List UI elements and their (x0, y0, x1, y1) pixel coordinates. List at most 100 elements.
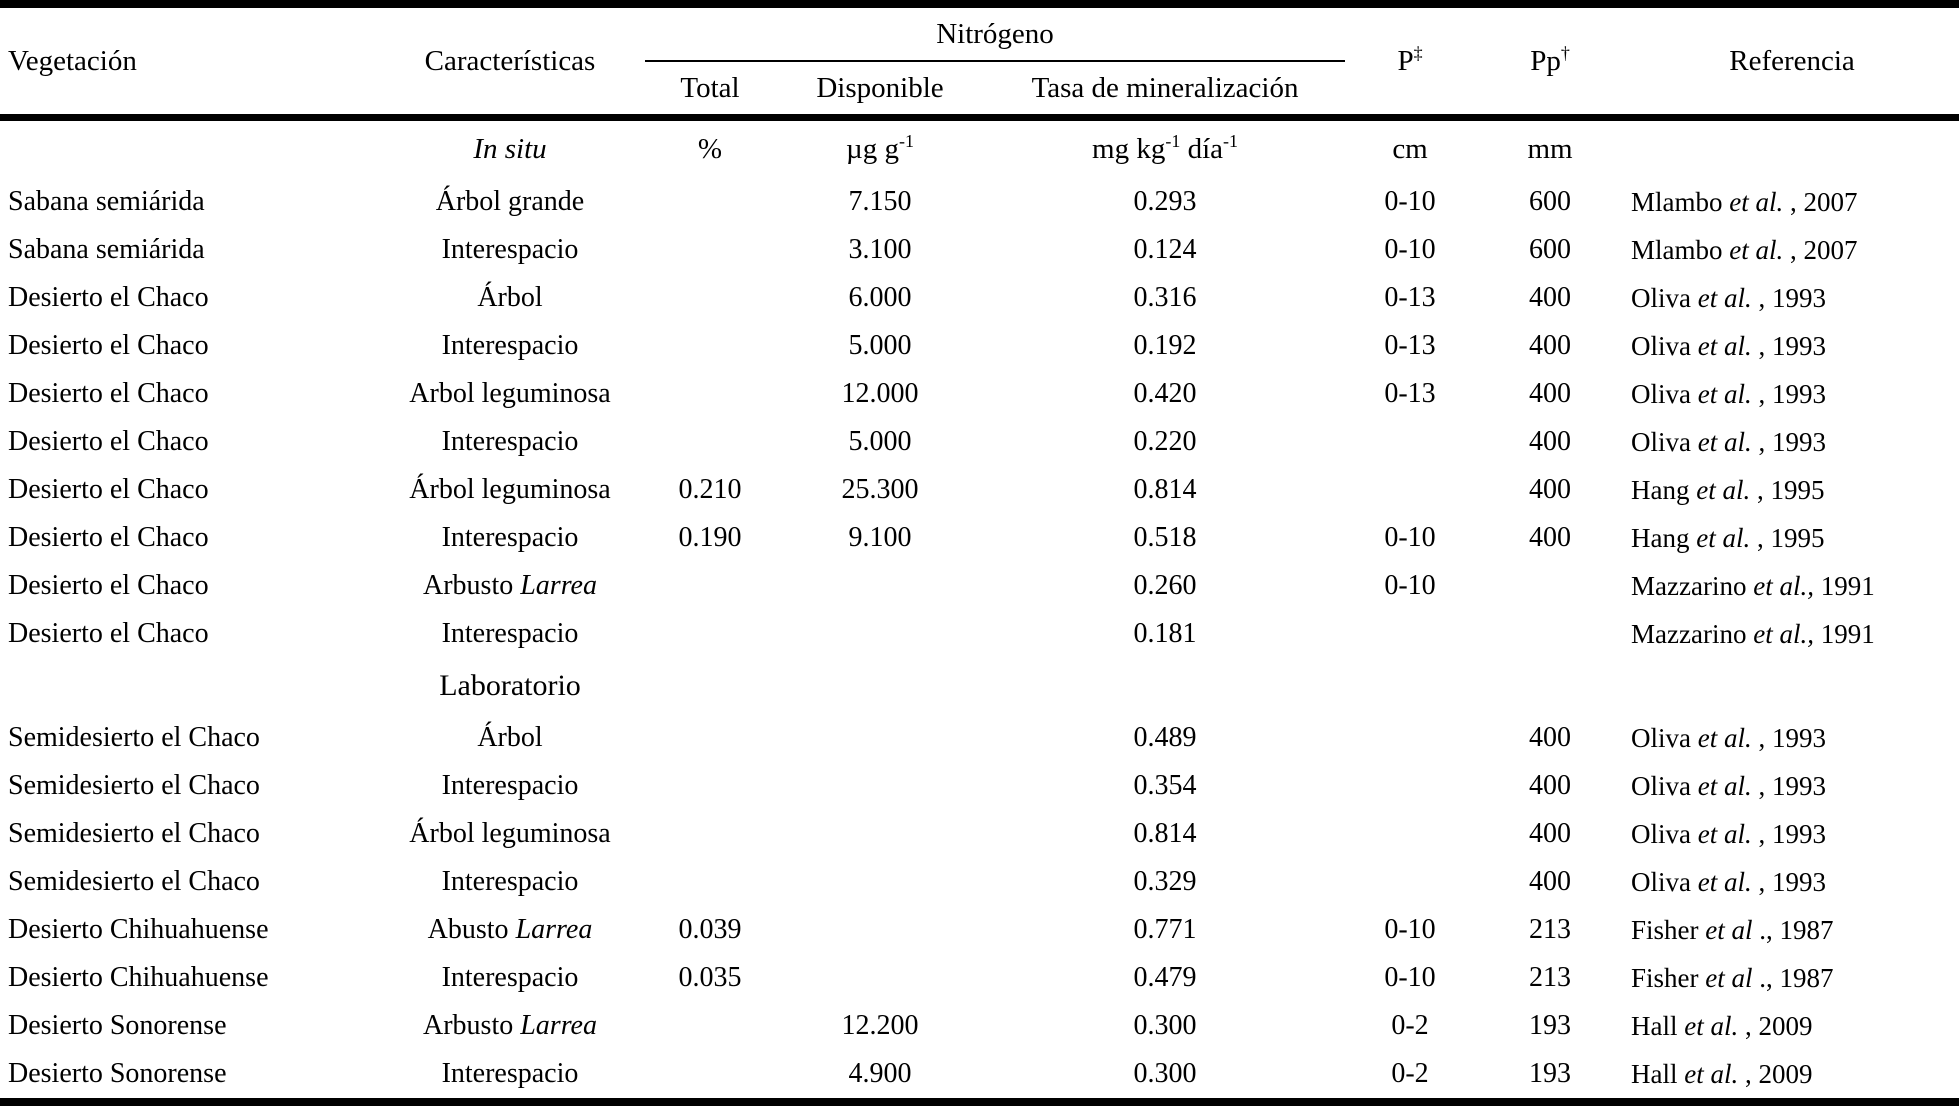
cell-tasa-mineralizacion: 0.420 (1133, 378, 1197, 409)
cell-vegetacion: Semidesierto el Chaco (8, 818, 260, 849)
cell-nitrogeno-disponible: 9.100 (848, 522, 912, 553)
cell-referencia: Hall et al. , 2009 (1631, 1010, 1813, 1041)
species-name: Larrea (520, 570, 597, 601)
cell-precipitacion: 400 (1529, 282, 1572, 313)
cell-profundidad (1345, 810, 1475, 858)
cell-profundidad (1345, 762, 1475, 810)
cell-precipitacion: 600 (1529, 186, 1572, 217)
cell-tasa-mineralizacion: 0.479 (1133, 962, 1197, 993)
cell-nitrogeno-total (645, 274, 775, 322)
cell-nitrogeno-disponible: 5.000 (848, 330, 912, 361)
cell-nitrogeno-total (645, 1002, 775, 1050)
table-row: Desierto el Chaco Árbol 6.000 0.316 0-13 400 O… (0, 274, 1959, 322)
unit-total: % (697, 133, 723, 165)
header-pp-label: Pp (1530, 44, 1561, 77)
cell-nitrogeno-disponible: 12.000 (841, 378, 919, 409)
cell-precipitacion (1475, 562, 1625, 610)
cell-nitrogeno-total (645, 810, 775, 858)
cell-precipitacion: 400 (1529, 426, 1572, 457)
header-total: Total (680, 71, 740, 104)
cell-referencia: Oliva et al. , 1993 (1631, 770, 1827, 801)
cell-caracteristica: Interespacio (441, 962, 579, 993)
table-row: Sabana semiárida Árbol grande 7.150 0.293 0-… (0, 178, 1959, 226)
cell-nitrogeno-disponible: 12.200 (841, 1010, 919, 1041)
cell-nitrogeno-disponible (775, 714, 985, 762)
cell-caracteristica: Interespacio (441, 522, 579, 553)
et-al-italic: et al (1705, 962, 1753, 993)
cell-nitrogeno-total (645, 226, 775, 274)
cell-tasa-mineralizacion: 0.316 (1133, 282, 1197, 313)
laboratorio-label-row: Laboratorio (0, 658, 1959, 714)
cell-nitrogeno-total: 0.190 (678, 522, 742, 553)
cell-tasa-mineralizacion: 0.814 (1133, 818, 1197, 849)
cell-caracteristica: Interespacio (441, 618, 579, 649)
cell-profundidad: 0-2 (1391, 1058, 1429, 1089)
et-al-italic: et al. (1697, 330, 1752, 361)
cell-vegetacion: Semidesierto el Chaco (8, 866, 260, 897)
cell-caracteristica: Arbusto Larrea (423, 570, 597, 601)
section-in-situ: In situ % µg g-1 mg kg-1 día-1 cm mm Sab… (0, 118, 1959, 659)
cell-nitrogeno-disponible (775, 906, 985, 954)
header-p-label: P (1397, 44, 1414, 77)
cell-tasa-mineralizacion: 0.771 (1133, 914, 1197, 945)
et-al-italic: et al., (1753, 618, 1814, 649)
cell-referencia: Hang et al. , 1995 (1631, 474, 1825, 505)
et-al-italic: et al. (1697, 722, 1752, 753)
table-row: Desierto Chihuahuense Interespacio 0.035 0.… (0, 954, 1959, 1002)
cell-nitrogeno-total (645, 562, 775, 610)
et-al-italic: et al. (1696, 474, 1751, 505)
cell-nitrogeno-total (645, 714, 775, 762)
unit-p: cm (1392, 133, 1428, 165)
cell-profundidad: 0-10 (1384, 914, 1436, 945)
cell-profundidad: 0-10 (1384, 962, 1436, 993)
species-name: Larrea (515, 914, 593, 945)
cell-referencia: Oliva et al. , 1993 (1631, 818, 1827, 849)
cell-vegetacion: Desierto el Chaco (8, 426, 209, 457)
cell-nitrogeno-total: 0.035 (678, 962, 742, 993)
unit-tasa-exponent1: -1 (1165, 131, 1181, 152)
cell-profundidad: 0-13 (1384, 282, 1436, 313)
in-situ-label: In situ (473, 133, 547, 165)
cell-caracteristica: Interespacio (441, 330, 579, 361)
unit-disponible-base: µg g (846, 133, 899, 165)
cell-tasa-mineralizacion: 0.354 (1133, 770, 1197, 801)
cell-vegetacion: Desierto el Chaco (8, 522, 209, 553)
cell-profundidad: 0-2 (1391, 1010, 1429, 1041)
header-nitrogeno: Nitrógeno (645, 4, 1346, 62)
cell-vegetacion: Desierto el Chaco (8, 378, 209, 409)
cell-vegetacion: Desierto Chihuahuense (8, 914, 269, 945)
et-al-italic: et al. (1697, 818, 1752, 849)
cell-vegetacion: Desierto el Chaco (8, 282, 209, 313)
cell-caracteristica: Árbol leguminosa (409, 818, 611, 849)
cell-caracteristica: Árbol grande (435, 186, 585, 217)
cell-profundidad: 0-10 (1384, 234, 1436, 265)
cell-nitrogeno-disponible: 25.300 (841, 474, 919, 505)
cell-referencia: Oliva et al. , 1993 (1631, 378, 1827, 409)
header-referencia: Referencia (1729, 44, 1855, 77)
dagger-symbol: † (1560, 42, 1570, 63)
cell-vegetacion: Desierto Sonorense (8, 1010, 227, 1041)
cell-precipitacion: 400 (1529, 722, 1572, 753)
et-al-italic: et al. (1696, 522, 1751, 553)
cell-nitrogeno-disponible: 3.100 (848, 234, 912, 265)
cell-nitrogeno-total (645, 610, 775, 658)
cell-nitrogeno-total: 0.210 (678, 474, 742, 505)
table-row: Desierto el Chaco Interespacio 5.000 0.220 4… (0, 418, 1959, 466)
cell-nitrogeno-disponible (775, 810, 985, 858)
cell-vegetacion: Sabana semiárida (8, 234, 205, 265)
cell-precipitacion: 213 (1529, 914, 1572, 945)
cell-tasa-mineralizacion: 0.124 (1133, 234, 1197, 265)
cell-profundidad (1345, 418, 1475, 466)
cell-caracteristica: Interespacio (441, 1058, 579, 1089)
cell-profundidad: 0-13 (1384, 378, 1436, 409)
cell-referencia: Oliva et al. , 1993 (1631, 282, 1827, 313)
cell-vegetacion: Semidesierto el Chaco (8, 770, 260, 801)
section-laboratorio: Semidesierto el Chaco Árbol 0.489 400 Oliva … (0, 714, 1959, 1102)
et-al-italic: et al (1705, 914, 1753, 945)
cell-tasa-mineralizacion: 0.489 (1133, 722, 1197, 753)
table-row: Semidesierto el Chaco Interespacio 0.329 40… (0, 858, 1959, 906)
lab-empty-vegetacion (0, 658, 375, 714)
cell-nitrogeno-total (645, 762, 775, 810)
cell-caracteristica: Interespacio (441, 866, 579, 897)
header-row-1: Vegetación Características Nitrógeno P‡ … (0, 4, 1959, 77)
